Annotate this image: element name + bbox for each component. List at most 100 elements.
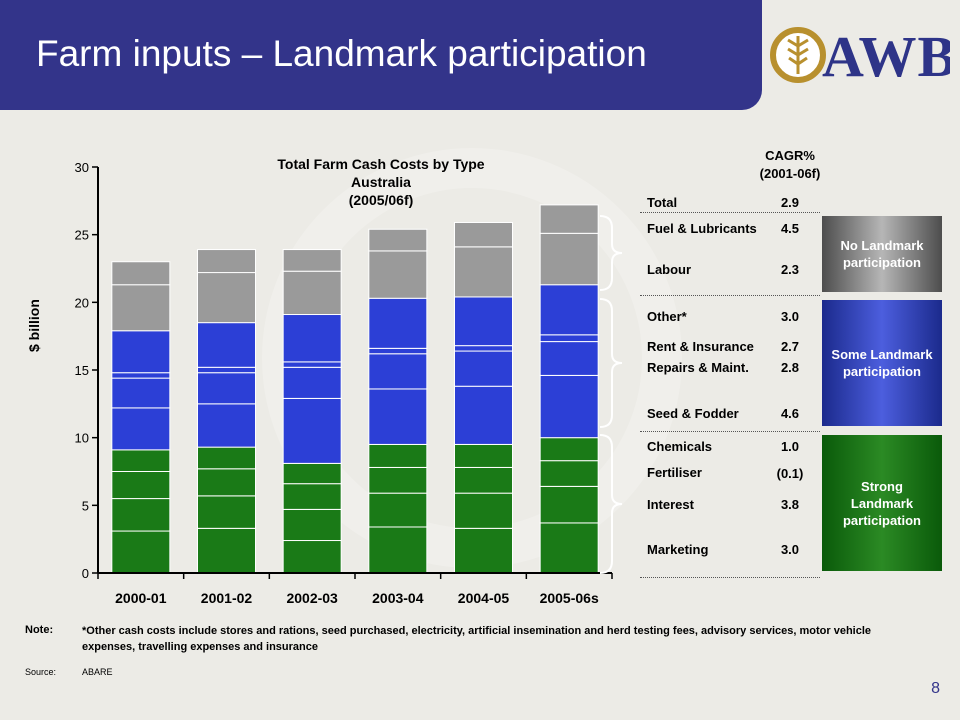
bar-segment: [539, 284, 599, 336]
bar-segment: [111, 471, 171, 500]
bar-segment: [539, 485, 599, 524]
legend-separator: [640, 295, 820, 296]
legend-value-interest: 3.8: [780, 497, 800, 512]
bar-segment: [111, 498, 171, 532]
box-some-landmark: Some Landmark participation: [822, 300, 942, 426]
bar-segment: [111, 377, 171, 409]
x-tick-label: 2005-06s: [540, 590, 599, 606]
bar-segment: [368, 353, 428, 390]
bar-segment: [368, 250, 428, 299]
legend-value-total: 2.9: [780, 195, 800, 210]
bar-segment: [454, 492, 513, 529]
bars-group: [111, 204, 599, 574]
y-tick-label: 5: [82, 498, 89, 513]
legend-label-labour: Labour: [647, 262, 692, 277]
legend-label-fuel: Fuel & Lubricants: [647, 221, 757, 236]
bar-segment: [454, 385, 513, 445]
legend-label-rent: Rent & Insurance: [647, 339, 754, 354]
bar-segment: [539, 374, 599, 439]
title-banner: Farm inputs – Landmark participation: [0, 0, 762, 110]
bar-segment: [454, 527, 513, 574]
bar-segment: [111, 330, 171, 374]
cagr-header: CAGR% (2001-06f): [740, 147, 840, 183]
x-tick-label: 2004-05: [458, 590, 510, 606]
page-number: 8: [931, 680, 940, 697]
bar-segment: [454, 221, 513, 248]
legend-label-chemicals: Chemicals: [647, 439, 713, 454]
bar-segment: [368, 347, 428, 355]
legend-value-rent: 2.7: [780, 339, 800, 354]
legend-value-seed: 4.6: [780, 406, 800, 421]
bar-segment: [111, 284, 171, 332]
awb-logo: AWB: [770, 24, 950, 88]
bar-segment: [197, 527, 256, 574]
bar-segment: [539, 341, 599, 376]
bar-segment: [111, 449, 171, 473]
bar-segment: [282, 249, 342, 272]
brace-some: [599, 298, 623, 428]
bar-segment: [282, 508, 342, 542]
box-strong-landmark: Strong Landmark participation: [822, 435, 942, 571]
bar-segment: [454, 296, 513, 347]
legend-value-fuel: 4.5: [780, 221, 800, 236]
y-tick-label: 15: [75, 363, 89, 378]
logo-text: AWB: [822, 24, 950, 88]
bar-segment: [282, 361, 342, 368]
legend-label-repairs: Repairs & Maint.: [647, 360, 749, 375]
axes-group: 2000-01 2001-02 2002-03 2003-04 2004-05 2005-…: [75, 160, 613, 606]
bar-segment: [539, 522, 599, 574]
legend-value-marketing: 3.0: [780, 542, 800, 557]
bar-segment: [454, 466, 513, 494]
bar-segment: [368, 443, 428, 468]
bar-segment: [454, 246, 513, 298]
bar-segment: [197, 446, 256, 470]
bar-segment: [197, 403, 256, 448]
bar-segment: [539, 460, 599, 487]
bar-segment: [111, 407, 171, 451]
bar-segment: [111, 261, 171, 286]
legend-label-other: Other*: [647, 309, 687, 324]
bar-segment: [111, 372, 171, 379]
bar-segment: [368, 492, 428, 528]
x-tick-label: 2003-04: [372, 590, 424, 606]
bar-segment: [197, 272, 256, 324]
bar-segment: [197, 495, 256, 529]
legend-separator: [640, 212, 820, 213]
bar-segment: [282, 540, 342, 574]
y-tick-label: 20: [75, 295, 89, 310]
note-text: *Other cash costs include stores and rat…: [82, 625, 872, 653]
legend-value-repairs: 2.8: [780, 360, 800, 375]
legend-value-chemicals: 1.0: [780, 439, 800, 454]
bar-segment: [454, 350, 513, 387]
bar-segment: [282, 397, 342, 464]
chart-title-line-1: Total Farm Cash Costs by Type: [277, 156, 485, 172]
bar-segment: [539, 334, 599, 343]
y-tick-label: 0: [82, 566, 89, 581]
box-no-landmark: No Landmark participation: [822, 216, 942, 292]
bar-segment: [197, 468, 256, 497]
slide-title: Farm inputs – Landmark participation: [36, 33, 647, 74]
bar-segment: [282, 462, 342, 485]
legend-value-fertiliser: (0.1): [776, 466, 804, 481]
bar-segment: [368, 297, 428, 349]
bar-segment: [454, 443, 513, 468]
source-tag: Source:: [25, 667, 57, 677]
bar-segment: [197, 322, 256, 368]
bar-segment: [368, 228, 428, 252]
bar-segment: [282, 366, 342, 399]
bar-segment: [282, 483, 342, 510]
chart-title-line-2: Australia: [351, 174, 411, 190]
legend-value-other: 3.0: [780, 309, 800, 324]
bar-segment: [111, 530, 171, 574]
bar-segment: [368, 466, 428, 494]
cagr-header-line-2: (2001-06f): [759, 166, 821, 181]
legend-label-interest: Interest: [647, 497, 694, 512]
legend-value-labour: 2.3: [780, 262, 800, 277]
source-text: ABARE: [82, 667, 113, 677]
bar-segment: [539, 204, 599, 234]
legend-label-total: Total: [647, 195, 678, 210]
x-tick-label: 2001-02: [201, 590, 253, 606]
cagr-header-line-1: CAGR%: [765, 148, 815, 163]
bar-segment: [368, 526, 428, 574]
